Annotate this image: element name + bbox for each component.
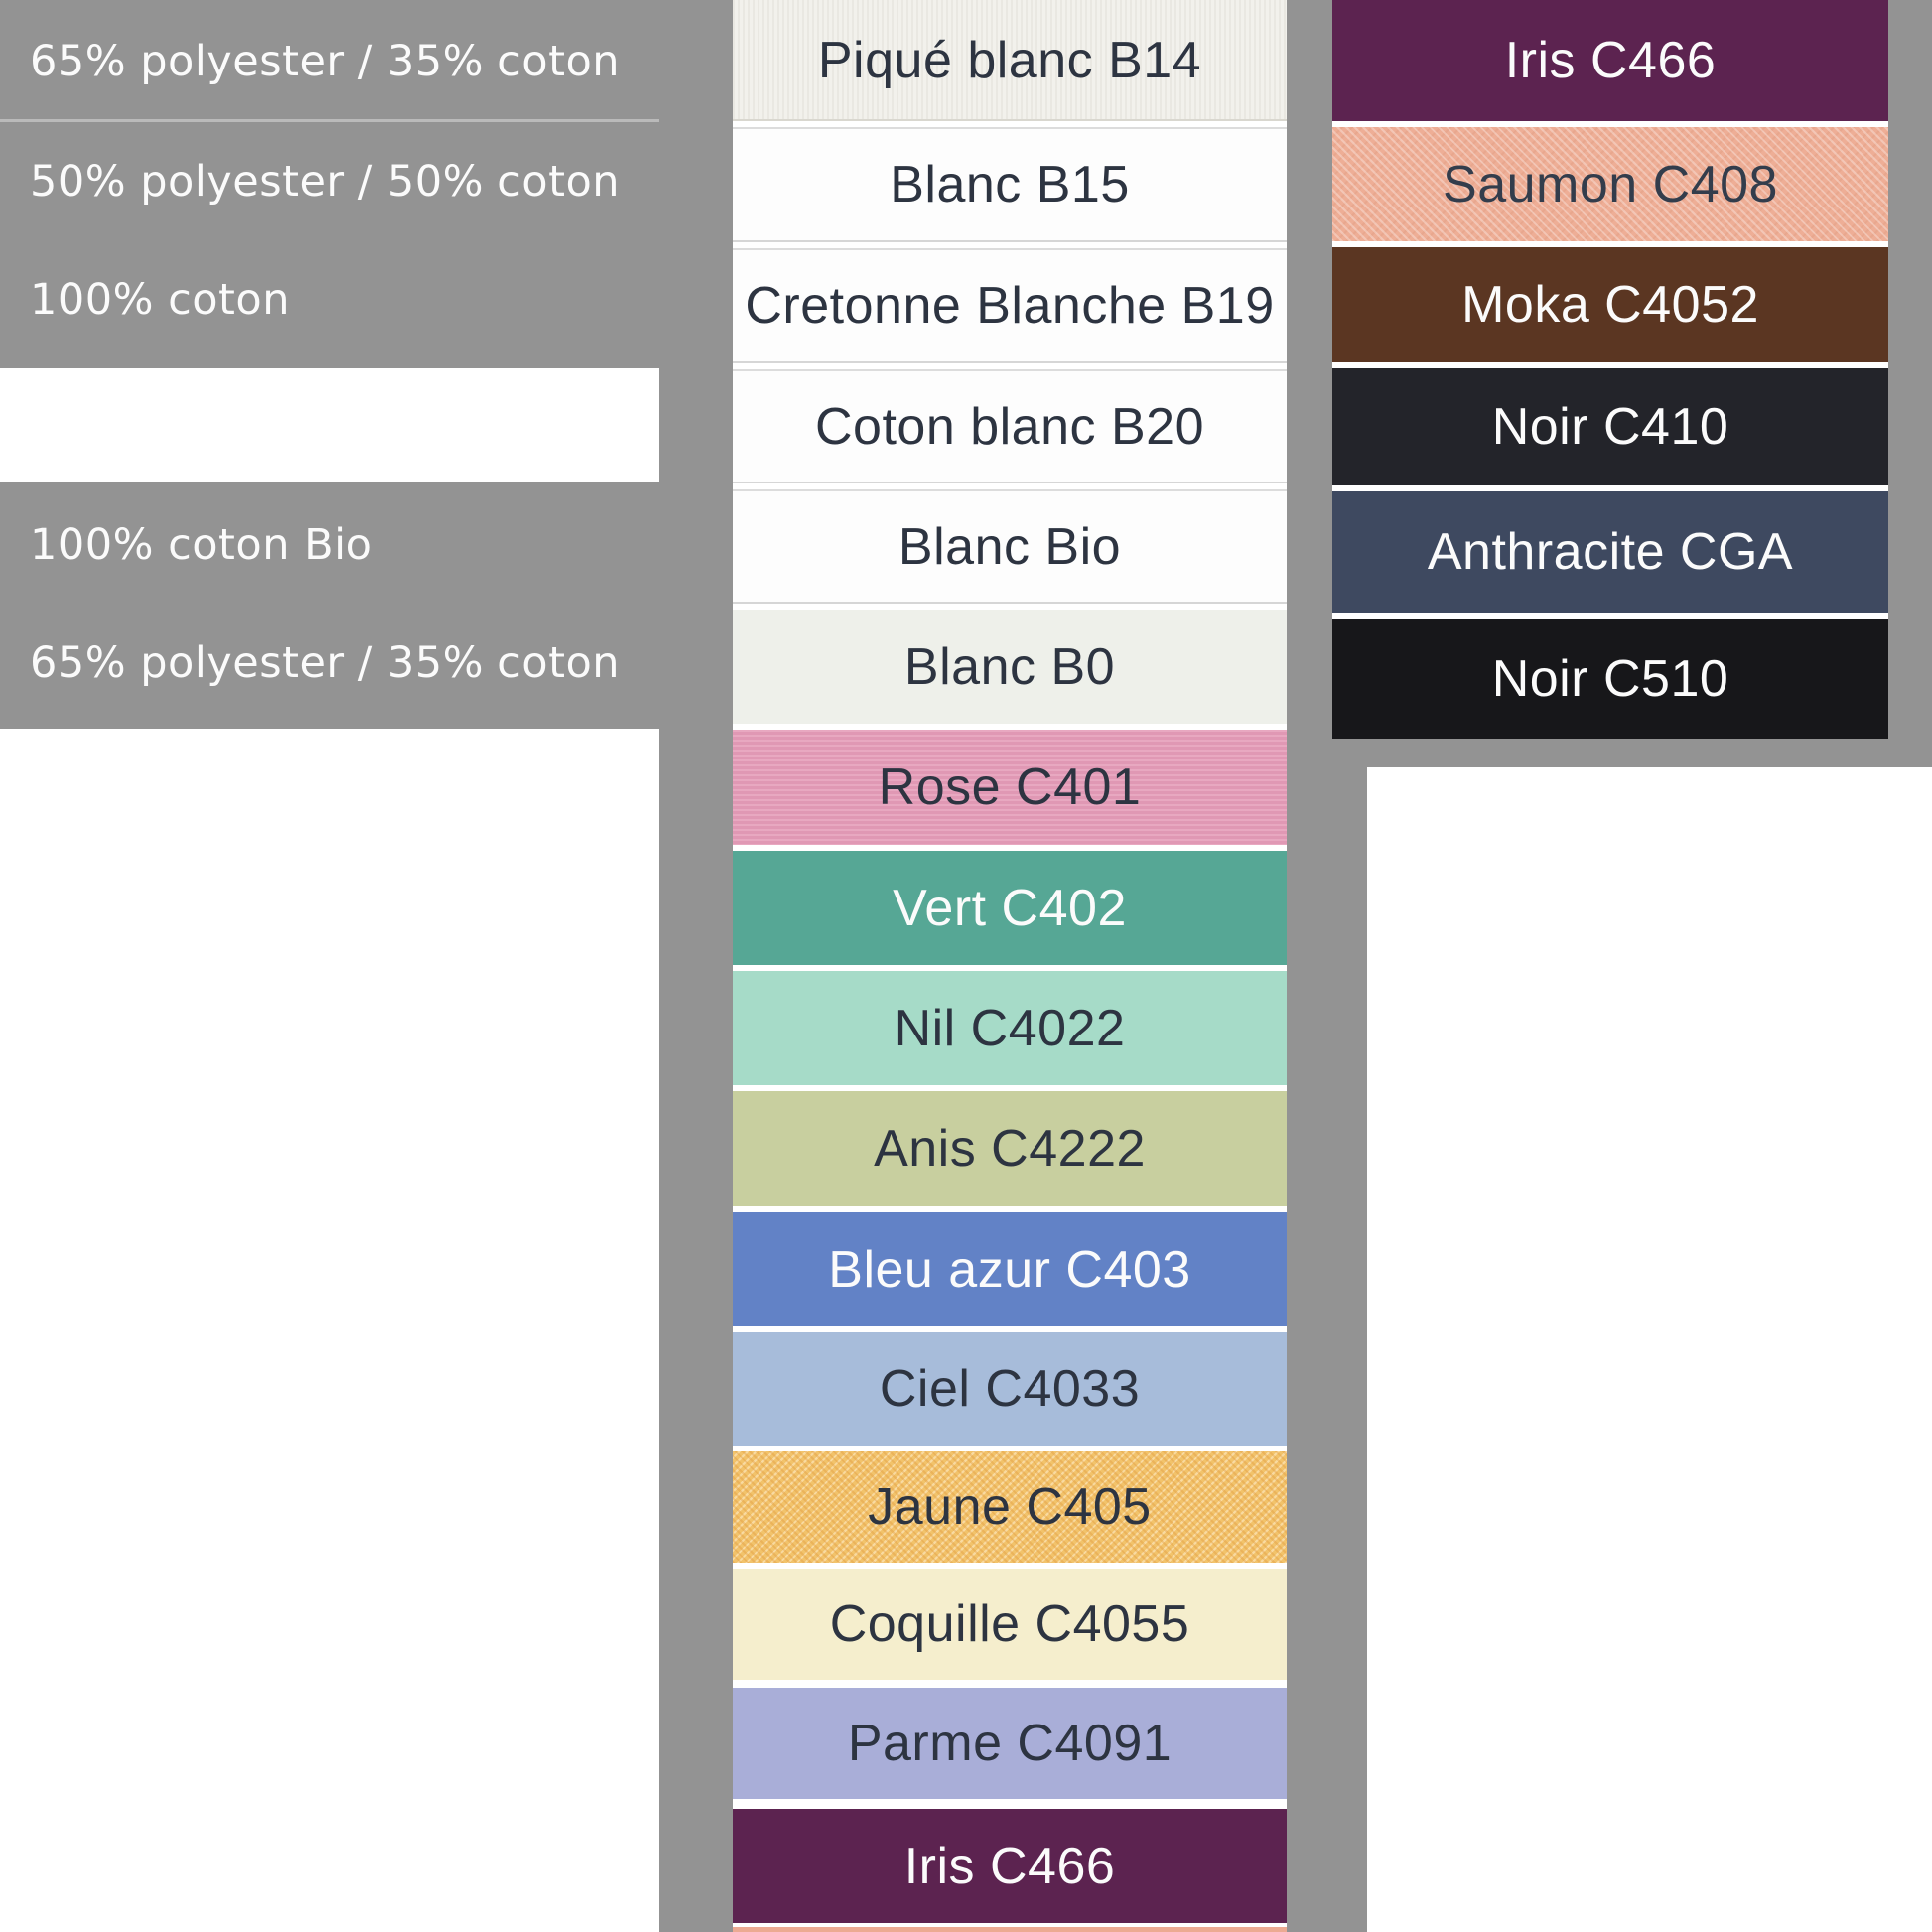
swatch-column-main: Piqué blanc B14 Blanc B15 Cretonne Blanche… bbox=[733, 0, 1287, 1932]
blank-row-panel bbox=[0, 368, 659, 482]
composition-label-65-polyester-35-coton-4: 65% polyester / 35% coton bbox=[30, 638, 621, 688]
swatch-column-dark: Iris C466 Saumon C408 Moka C4052 Noir C410 A… bbox=[1332, 0, 1888, 739]
swatch-vert-c402: Vert C402 bbox=[733, 851, 1287, 965]
swatch-anthracite-cga: Anthracite CGA bbox=[1332, 491, 1888, 613]
swatch-blanc-bio: Blanc Bio bbox=[733, 489, 1287, 604]
composition-label-100-coton-bio-3: 100% coton Bio bbox=[30, 520, 373, 570]
swatch-parme-c4091: Parme C4091 bbox=[733, 1688, 1287, 1799]
composition-label-50-polyester-50-coton-1: 50% polyester / 50% coton bbox=[30, 157, 621, 207]
swatch-pique-blanc-b14: Piqué blanc B14 bbox=[733, 0, 1287, 121]
swatch-partial-bottom bbox=[733, 1927, 1287, 1932]
swatch-jaune-c405: Jaune C405 bbox=[733, 1451, 1287, 1563]
swatch-iris-c466: Iris C466 bbox=[733, 1809, 1287, 1923]
swatch-cretonne-blanche-b19: Cretonne Blanche B19 bbox=[733, 248, 1287, 363]
swatch-blanc-b0: Blanc B0 bbox=[733, 610, 1287, 724]
swatch-blanc-b15: Blanc B15 bbox=[733, 127, 1287, 242]
swatch-noir-c410: Noir C410 bbox=[1332, 368, 1888, 485]
swatch-saumon-c408: Saumon C408 bbox=[1332, 127, 1888, 241]
swatch-coquille-c4055: Coquille C4055 bbox=[733, 1569, 1287, 1680]
swatch-coton-blanc-b20: Coton blanc B20 bbox=[733, 369, 1287, 483]
bottom-left-panel bbox=[0, 729, 659, 1932]
swatch-ciel-c4033: Ciel C4033 bbox=[733, 1332, 1287, 1446]
swatch-iris-c466: Iris C466 bbox=[1332, 0, 1888, 121]
swatch-moka-c4052: Moka C4052 bbox=[1332, 247, 1888, 362]
swatch-rose-c401: Rose C401 bbox=[733, 730, 1287, 845]
swatch-noir-c510: Noir C510 bbox=[1332, 619, 1888, 739]
swatch-nil-c4022: Nil C4022 bbox=[733, 971, 1287, 1085]
swatch-anis-c4222: Anis C4222 bbox=[733, 1091, 1287, 1206]
bottom-right-panel bbox=[1367, 767, 1932, 1932]
composition-label-100-coton-2: 100% coton bbox=[30, 275, 290, 325]
swatch-bleu-azur-c403: Bleu azur C403 bbox=[733, 1212, 1287, 1326]
left-column-divider bbox=[0, 119, 659, 122]
composition-label-65-polyester-35-coton-0: 65% polyester / 35% coton bbox=[30, 37, 621, 86]
